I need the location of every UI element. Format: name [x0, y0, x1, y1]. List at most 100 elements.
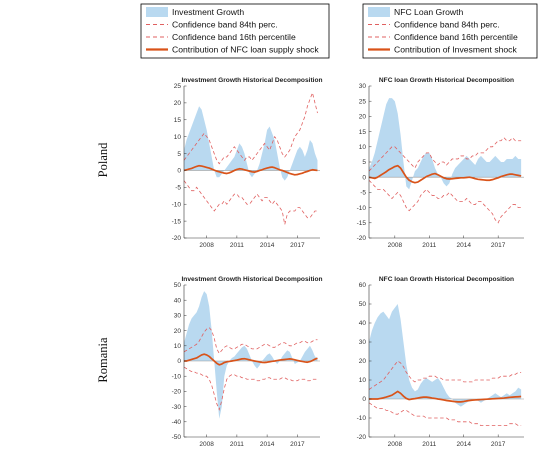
- y-tick-label: -10: [357, 205, 367, 212]
- y-tick-label: -10: [357, 415, 367, 422]
- plot-area: [184, 91, 320, 225]
- legend-box: [140, 3, 330, 59]
- chart-poland-nfc-loan: -20 -15 -10 -5 0 5 10 15 20 25 30 2008 2011 2014 2017 N…: [357, 77, 524, 249]
- plot-area: [184, 291, 320, 419]
- y-tick-label: 0: [362, 174, 366, 181]
- plot-area: [369, 98, 524, 224]
- series-line-contribution: [369, 390, 522, 403]
- chart-romania-investment: -50 -40 -30 -20 -10 0 10 20 30 40 50 2008 2011 2014 20…: [172, 276, 323, 448]
- y-tick-label: 10: [174, 343, 182, 350]
- y-tick-label: 60: [359, 282, 367, 289]
- y-tick-label: -20: [357, 434, 367, 441]
- y-tick-label: 20: [174, 328, 182, 335]
- x-tick-label: 2014: [456, 242, 471, 249]
- y-tick-label: -30: [172, 404, 182, 411]
- y-tick-label: -5: [175, 185, 181, 192]
- series-area-growth: [369, 98, 522, 190]
- series-line-16th: [369, 179, 522, 224]
- x-tick-label: 2008: [388, 242, 403, 249]
- row-label-poland: Poland: [96, 142, 110, 177]
- x-tick-label: 2014: [260, 441, 275, 448]
- x-tick-label: 2011: [422, 441, 436, 448]
- x-tick-label: 2014: [456, 441, 471, 448]
- y-tick-label: 25: [359, 98, 367, 105]
- y-tick-label: 15: [174, 117, 182, 124]
- y-tick-label: 30: [359, 339, 367, 346]
- y-tick-label: -40: [172, 419, 182, 426]
- x-tick-label: 2017: [491, 242, 506, 249]
- series-line-contribution: [184, 164, 318, 176]
- chart-title: NFC loan Growth Historical Decomposition: [379, 276, 514, 283]
- y-tick-label: -20: [172, 389, 182, 396]
- y-tick-label: 0: [362, 396, 366, 403]
- y-tick-label: -10: [172, 201, 182, 208]
- series-line-84th: [369, 137, 522, 172]
- legend-label: Confidence band 16th percentile: [394, 32, 518, 42]
- y-tick-label: 30: [359, 83, 367, 90]
- y-tick-label: 0: [177, 358, 181, 365]
- legend-left: Investment Growth Confidence band 84th pe…: [140, 3, 330, 59]
- y-tick-label: 10: [174, 134, 182, 141]
- legend-label: Contribution of Invesment shock: [394, 45, 517, 55]
- y-tick-label: -15: [357, 220, 367, 227]
- series-area-growth: [184, 291, 318, 419]
- y-tick-label: 20: [359, 358, 367, 365]
- y-tick-label: 5: [177, 151, 181, 158]
- series-line-16th: [184, 180, 318, 225]
- y-tick-label: 40: [359, 320, 367, 327]
- legend-label: Confidence band 84th perc.: [172, 20, 278, 30]
- legend-box: [362, 3, 538, 59]
- y-tick-label: -15: [172, 218, 182, 225]
- y-tick-label: 10: [359, 377, 367, 384]
- y-tick-label: 10: [359, 144, 367, 151]
- y-tick-label: -5: [360, 190, 366, 197]
- legend-swatch-band: [146, 7, 168, 17]
- series-line-contribution: [369, 164, 522, 184]
- y-tick-label: 0: [177, 168, 181, 175]
- x-tick-label: 2011: [422, 242, 436, 249]
- chart-title: Investment Growth Historical Decompositi…: [181, 77, 322, 84]
- legend-swatch-band: [368, 7, 390, 17]
- y-tick-label: 25: [174, 83, 182, 90]
- legend-label: Confidence band 84th perc.: [394, 20, 500, 30]
- series-line-84th: [184, 91, 318, 165]
- x-tick-label: 2011: [230, 242, 244, 249]
- row-label-romania: Romania: [96, 337, 110, 383]
- y-tick-label: 40: [174, 297, 182, 304]
- chart-romania-nfc-loan: -20 -10 0 10 20 30 40 50 60 2008 2011 2014 2017 NFC l…: [357, 276, 524, 448]
- plot-area: [369, 304, 524, 427]
- series-area-growth: [369, 304, 522, 407]
- x-tick-label: 2008: [388, 441, 403, 448]
- x-tick-label: 2014: [260, 242, 275, 249]
- legend-label: Confidence band 16th percentile: [172, 32, 296, 42]
- y-tick-label: -20: [357, 235, 367, 242]
- chart-title: Investment Growth Historical Decompositi…: [181, 276, 322, 283]
- series-line-84th: [184, 327, 318, 355]
- legend-label: Investment Growth: [172, 7, 244, 17]
- chart-poland-investment: -20 -15 -10 -5 0 5 10 15 20 25 2008 2011 2014 2017 Inv…: [172, 77, 323, 249]
- series-area-growth: [184, 106, 318, 181]
- legend-label: Contribution of NFC loan supply shock: [172, 45, 319, 55]
- x-tick-label: 2011: [230, 441, 244, 448]
- y-tick-label: 30: [174, 313, 182, 320]
- chart-title: NFC loan Growth Historical Decomposition: [379, 77, 514, 84]
- x-tick-label: 2017: [491, 441, 506, 448]
- y-tick-label: 20: [174, 100, 182, 107]
- x-tick-label: 2008: [199, 242, 214, 249]
- y-tick-label: 5: [362, 159, 366, 166]
- series-line-16th: [184, 366, 318, 411]
- y-tick-label: -50: [172, 434, 182, 441]
- y-tick-label: -10: [172, 373, 182, 380]
- y-tick-label: 15: [359, 129, 367, 136]
- legend-label: NFC Loan Growth: [394, 7, 463, 17]
- y-tick-label: -20: [172, 235, 182, 242]
- series-line-contribution: [184, 353, 318, 366]
- y-tick-label: 20: [359, 114, 367, 121]
- y-tick-label: 50: [174, 282, 182, 289]
- legend-right: NFC Loan Growth Confidence band 84th perc…: [362, 3, 538, 59]
- x-tick-label: 2008: [199, 441, 214, 448]
- x-tick-label: 2017: [290, 441, 305, 448]
- x-tick-label: 2017: [290, 242, 305, 249]
- y-tick-label: 50: [359, 301, 367, 308]
